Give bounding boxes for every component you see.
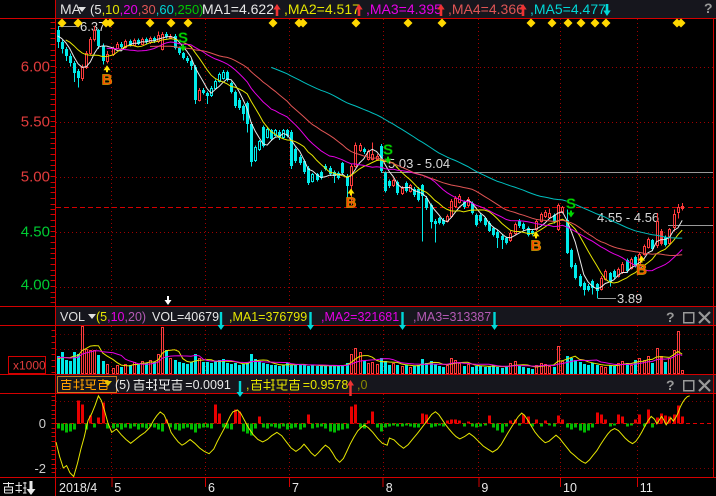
- svg-text:?: ?: [666, 309, 675, 325]
- svg-text:,MA2=321681: ,MA2=321681: [321, 310, 399, 324]
- svg-text:6.00: 6.00: [21, 59, 50, 76]
- svg-text:,MA1=376799: ,MA1=376799: [229, 310, 307, 324]
- svg-text:,MA5=4.477: ,MA5=4.477: [530, 1, 606, 17]
- svg-text:,MA2=4.517: ,MA2=4.517: [284, 1, 360, 17]
- svg-text:VOL: VOL: [60, 310, 85, 324]
- svg-text:10: 10: [563, 481, 577, 495]
- svg-text:(5,10,20): (5,10,20): [96, 310, 146, 324]
- svg-text:6.37: 6.37: [80, 19, 105, 34]
- svg-text:2018/4: 2018/4: [59, 481, 97, 495]
- svg-text:4.50: 4.50: [21, 224, 50, 241]
- svg-text:6: 6: [208, 481, 215, 495]
- svg-text:B: B: [636, 262, 647, 279]
- svg-text:?: ?: [704, 0, 713, 16]
- svg-text:S: S: [566, 196, 576, 213]
- svg-text:5: 5: [114, 481, 121, 495]
- svg-text:?: ?: [666, 377, 675, 393]
- svg-text:5.03 - 5.04: 5.03 - 5.04: [388, 156, 450, 171]
- svg-text:x1000: x1000: [13, 359, 46, 373]
- svg-text:5.00: 5.00: [21, 169, 50, 186]
- svg-text:=0.0091: =0.0091: [185, 378, 231, 392]
- svg-text:,: ,: [246, 378, 249, 392]
- svg-text:,0: ,0: [357, 378, 367, 392]
- svg-text:7: 7: [292, 481, 299, 495]
- svg-text:,MA3=4.395: ,MA3=4.395: [366, 1, 442, 17]
- svg-text:=0.9578: =0.9578: [303, 378, 349, 392]
- svg-text:VOL=40679: VOL=40679: [152, 310, 219, 324]
- svg-text:B: B: [346, 195, 357, 212]
- svg-text:(5,10,20,30,60,250): (5,10,20,30,60,250): [90, 2, 204, 17]
- svg-text:B: B: [102, 71, 113, 88]
- svg-text:5.50: 5.50: [21, 114, 50, 131]
- svg-text:-2: -2: [34, 461, 46, 476]
- svg-text:4.00: 4.00: [21, 277, 50, 294]
- svg-text:8: 8: [386, 481, 393, 495]
- svg-text:MA: MA: [60, 1, 82, 17]
- svg-text:B: B: [531, 237, 542, 254]
- svg-text:(5): (5): [115, 378, 130, 392]
- svg-text:9: 9: [481, 481, 488, 495]
- svg-text:,MA3=313387: ,MA3=313387: [413, 310, 491, 324]
- svg-text:,MA4=4.366: ,MA4=4.366: [448, 1, 524, 17]
- svg-text:0: 0: [39, 416, 46, 431]
- svg-text:3.89: 3.89: [617, 291, 642, 306]
- svg-text:MA1=4.622: MA1=4.622: [202, 1, 274, 17]
- svg-text:S: S: [178, 29, 188, 46]
- svg-text:11: 11: [640, 481, 653, 495]
- svg-text:S: S: [383, 142, 393, 159]
